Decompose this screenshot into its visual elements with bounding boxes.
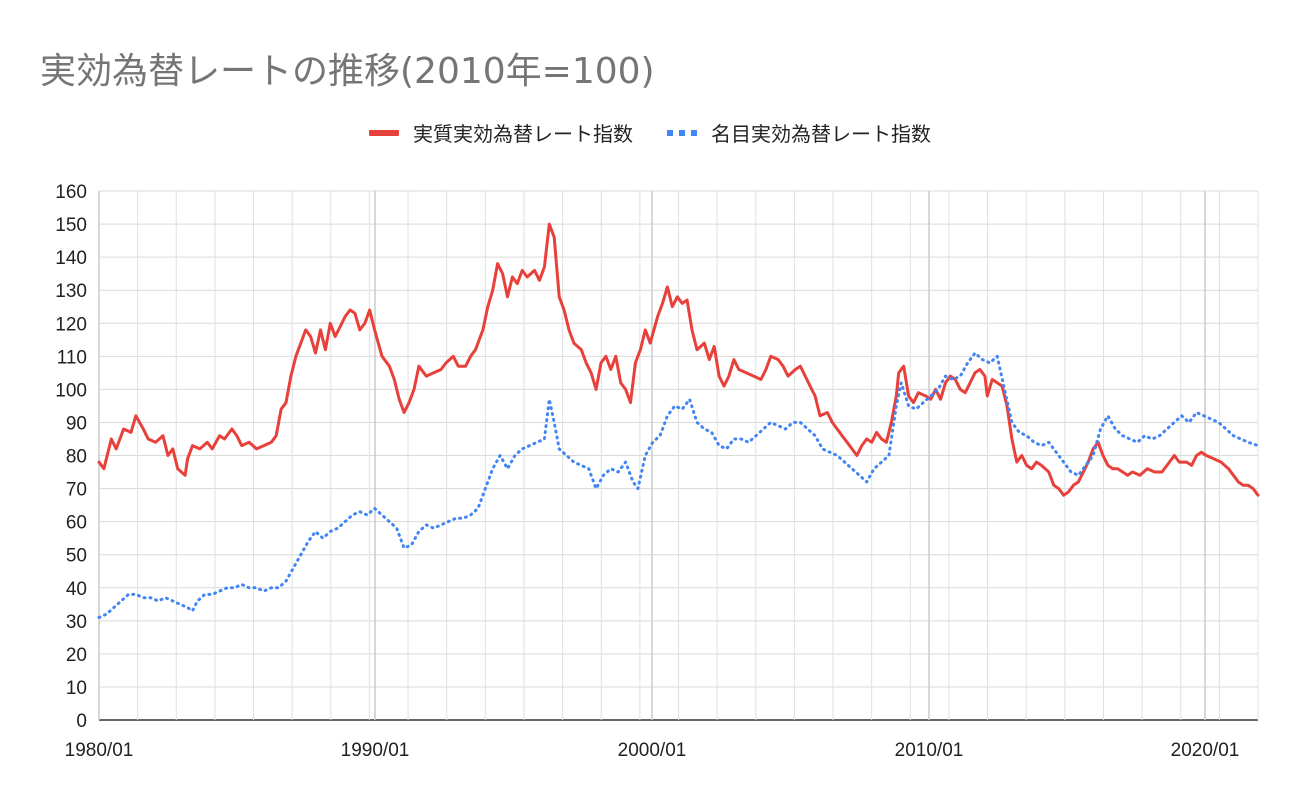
- legend-item-real[interactable]: 実質実効為替レート指数: [369, 118, 633, 147]
- legend-swatch-nominal: [667, 129, 697, 136]
- y-tick-label-70: 70: [66, 480, 87, 501]
- x-tick-label-2020/01: 2020/01: [1171, 740, 1240, 761]
- y-tick-label-120: 120: [55, 314, 87, 335]
- y-tick-label-20: 20: [66, 645, 87, 666]
- legend: 実質実効為替レート指数 名目実効為替レート指数: [0, 118, 1300, 147]
- series-lines: [97, 222, 1260, 619]
- series-line-real: [97, 222, 1260, 497]
- y-tick-label-0: 0: [76, 711, 87, 732]
- legend-item-nominal[interactable]: 名目実効為替レート指数: [667, 118, 931, 147]
- legend-label-real: 実質実効為替レート指数: [413, 122, 633, 146]
- y-tick-label-130: 130: [55, 281, 87, 302]
- y-tick-label-80: 80: [66, 447, 87, 468]
- y-tick-label-40: 40: [66, 579, 87, 600]
- legend-swatch-real: [369, 129, 399, 136]
- series-line-nominal: [97, 351, 1260, 619]
- legend-label-nominal: 名目実効為替レート指数: [711, 122, 931, 146]
- y-axis: 0 10 20 30 40 50 60 70 80 90 100 110 120 130 140 150 160: [55, 182, 87, 732]
- grid: [98, 190, 1259, 721]
- x-tick-label-1980/01: 1980/01: [65, 740, 134, 761]
- x-tick-label-2010/01: 2010/01: [895, 740, 964, 761]
- x-axis: 1980/01 1990/01 2000/01 2010/01 2020/01: [65, 740, 1240, 761]
- y-tick-label-110: 110: [57, 347, 87, 368]
- x-tick-label-2000/01: 2000/01: [618, 740, 687, 761]
- y-tick-label-100: 100: [55, 380, 87, 401]
- chart-title: 実効為替レートの推移(2010年=100): [40, 51, 655, 92]
- y-tick-label-10: 10: [66, 678, 87, 699]
- x-tick-label-1990/01: 1990/01: [341, 740, 410, 761]
- y-tick-label-90: 90: [66, 413, 87, 434]
- y-tick-label-60: 60: [66, 513, 87, 534]
- y-tick-label-50: 50: [66, 546, 87, 567]
- y-tick-label-150: 150: [55, 215, 87, 236]
- y-tick-label-30: 30: [66, 612, 87, 633]
- y-tick-label-140: 140: [55, 248, 87, 269]
- y-tick-label-160: 160: [55, 182, 87, 203]
